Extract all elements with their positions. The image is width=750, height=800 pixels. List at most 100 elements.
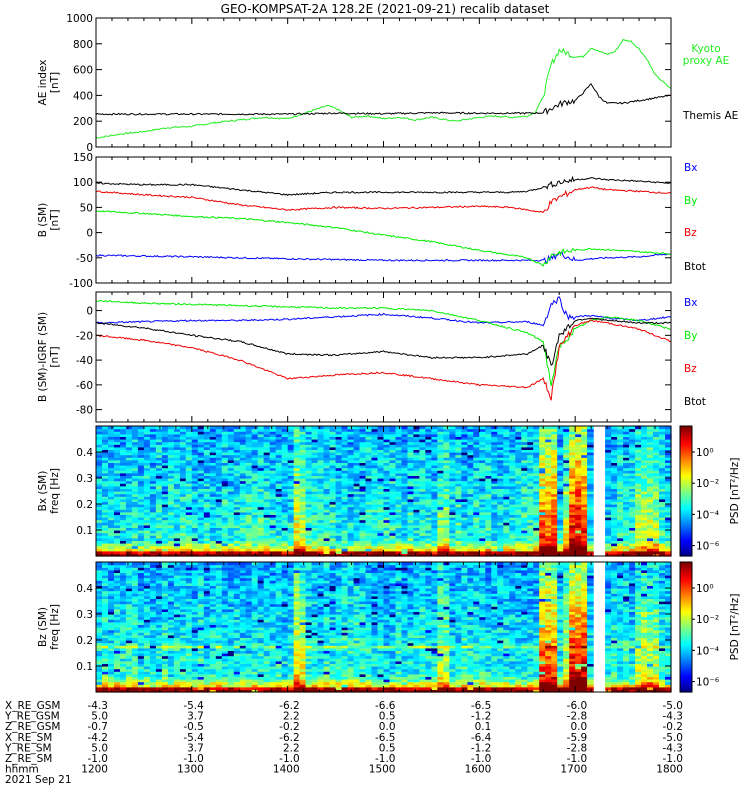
heatmap-cell [305, 548, 313, 552]
heatmap-cell [155, 498, 163, 502]
heatmap-cell [293, 530, 301, 534]
heatmap-cell [329, 524, 337, 528]
heatmap-cell [575, 467, 582, 471]
heatmap-cell [431, 480, 438, 484]
heatmap-cell [521, 470, 528, 474]
heatmap-cell [323, 485, 331, 489]
heatmap-cell [605, 459, 612, 463]
heatmap-cell [533, 498, 540, 502]
heatmap-cell [611, 509, 618, 513]
heatmap-cell [587, 491, 594, 495]
heatmap-cell [114, 524, 121, 528]
heatmap-cell [371, 446, 379, 450]
heatmap-cell [617, 501, 624, 505]
heatmap-cell [275, 527, 283, 531]
heatmap-cell [539, 519, 546, 523]
heatmap-cell [623, 504, 630, 508]
heatmap-cell [461, 537, 468, 541]
heatmap-cell [239, 462, 247, 466]
heatmap-cell [311, 467, 319, 471]
heatmap-cell [131, 524, 139, 528]
heatmap-cell [401, 496, 409, 500]
heatmap-cell [161, 470, 169, 474]
heatmap-cell [581, 444, 588, 448]
heatmap-cell [635, 480, 642, 484]
heatmap-cell [305, 459, 313, 463]
heatmap-cell [461, 478, 468, 482]
heatmap-cell [545, 454, 552, 458]
heatmap-cell [611, 485, 618, 489]
heatmap-cell [467, 543, 474, 547]
heatmap-cell [659, 446, 666, 450]
heatmap-cell [407, 426, 415, 430]
heatmap-cell [143, 488, 151, 492]
heatmap-cell [629, 522, 636, 526]
heatmap-cell [245, 462, 253, 466]
heatmap-cell [215, 457, 223, 461]
heatmap-cell [437, 439, 444, 443]
heatmap-cell [371, 524, 379, 528]
heatmap-cell [299, 550, 307, 554]
heatmap-cell [515, 517, 522, 521]
heatmap-cell [605, 519, 612, 523]
heatmap-cell [203, 441, 211, 445]
heatmap-cell [108, 553, 115, 557]
heatmap-cell [521, 501, 528, 505]
heatmap-cell [587, 480, 594, 484]
heatmap-cell [120, 441, 127, 445]
heatmap-cell [197, 548, 205, 552]
heatmap-cell [263, 485, 271, 489]
heatmap-cell [401, 514, 409, 518]
heatmap-cell [269, 446, 277, 450]
heatmap-cell [467, 545, 474, 549]
heatmap-cell [311, 496, 319, 500]
heatmap-cell [185, 506, 193, 510]
heatmap-cell [161, 449, 169, 453]
heatmap-cell [617, 449, 624, 453]
heatmap-cell [125, 522, 133, 526]
heatmap-cell [461, 493, 468, 497]
heatmap-cell [581, 491, 588, 495]
heatmap-cell [527, 514, 534, 518]
heatmap-cell [407, 449, 415, 453]
heatmap-cell [425, 465, 432, 469]
heatmap-cell [299, 540, 307, 544]
heatmap-cell [96, 470, 103, 474]
heatmap-cell [665, 509, 672, 513]
heatmap-cell [635, 470, 642, 474]
heatmap-cell [533, 470, 540, 474]
heatmap-cell [114, 504, 121, 508]
heatmap-cell [120, 509, 127, 513]
heatmap-cell [323, 444, 331, 448]
heatmap-cell [359, 550, 367, 554]
heatmap-cell [437, 540, 444, 544]
heatmap-cell [269, 530, 277, 534]
heatmap-cell [611, 498, 618, 502]
heatmap-cell [563, 548, 570, 552]
heatmap-cell [329, 454, 337, 458]
heatmap-cell [437, 532, 444, 536]
heatmap-cell [108, 470, 115, 474]
heatmap-cell [377, 475, 385, 479]
heatmap-cell [611, 472, 618, 476]
heatmap-cell [545, 433, 552, 437]
heatmap-cell [102, 543, 109, 547]
heatmap-cell [587, 548, 594, 552]
heatmap-cell [653, 428, 660, 432]
heatmap-cell [389, 426, 397, 430]
heatmap-cell [623, 506, 630, 510]
heatmap-cell [641, 478, 648, 482]
heatmap-cell [443, 465, 450, 469]
heatmap-cell [239, 506, 247, 510]
heatmap-cell [227, 511, 235, 515]
heatmap-cell [257, 543, 265, 547]
heatmap-cell [173, 452, 181, 456]
heatmap-cell [587, 537, 594, 541]
heatmap-cell [371, 527, 379, 531]
heatmap-cell [359, 465, 367, 469]
heatmap-cell [479, 524, 486, 528]
heatmap-cell [173, 491, 181, 495]
heatmap-cell [383, 509, 391, 513]
heatmap-cell [377, 532, 385, 536]
heatmap-cell [317, 459, 325, 463]
